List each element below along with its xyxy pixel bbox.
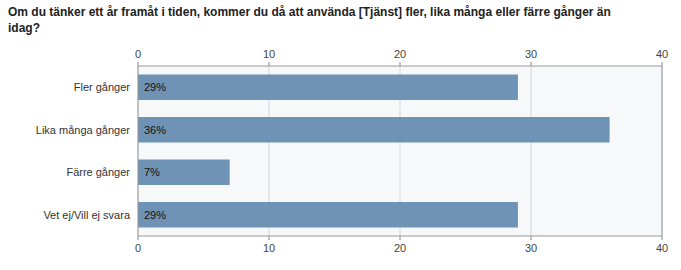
data-label: 36% [144,124,166,136]
data-label: 29% [144,209,166,221]
x-tick-label: 20 [394,242,406,254]
data-label: 7% [144,166,160,178]
x-tick-label-top: 30 [525,48,537,60]
grid-line [531,66,532,236]
data-labels: 29% 36% 7% 29% [144,81,166,221]
category-label: Lika många gånger [36,124,131,136]
x-tick-label-top: 10 [263,48,275,60]
x-tick-label-top: 20 [394,48,406,60]
tick-mark [269,62,270,66]
plot-frame [138,66,662,236]
x-tick-label-top: 40 [656,48,668,60]
tick-mark [662,62,663,66]
x-tick-label-top: 0 [135,48,141,60]
data-label: 29% [144,81,166,93]
x-tick-label: 40 [656,242,668,254]
x-tick-label: 30 [525,242,537,254]
bar [138,117,610,143]
bar [138,75,518,101]
plot-background [138,66,662,236]
bar [138,160,230,186]
tick-mark [269,236,270,240]
category-label: Färre gånger [66,166,130,178]
tick-mark [138,236,139,240]
tick-mark [531,62,532,66]
tick-mark [400,62,401,66]
tick-mark [400,236,401,240]
chart-container: Om du tänker ett år framåt i tiden, komm… [0,0,681,270]
bar [138,202,518,228]
chart-svg: Om du tänker ett år framåt i tiden, komm… [0,0,681,270]
title-line: Om du tänker ett år framåt i tiden, komm… [8,5,611,19]
tick-mark [138,62,139,66]
x-tick-label: 10 [263,242,275,254]
category-label: Vet ej/Vill ej svara [43,209,131,221]
y-axis: Fler gånger Lika många gånger Färre gånger… [36,81,131,221]
bars [138,75,610,228]
category-label: Fler gånger [74,81,131,93]
x-tick-label: 0 [135,242,141,254]
title-line: idag? [8,21,40,35]
tick-mark [531,236,532,240]
axes: 0 0 10 10 20 20 30 30 40 40 [135,48,668,254]
tick-mark [662,236,663,240]
title: Om du tänker ett år framåt i tiden, komm… [8,5,611,35]
